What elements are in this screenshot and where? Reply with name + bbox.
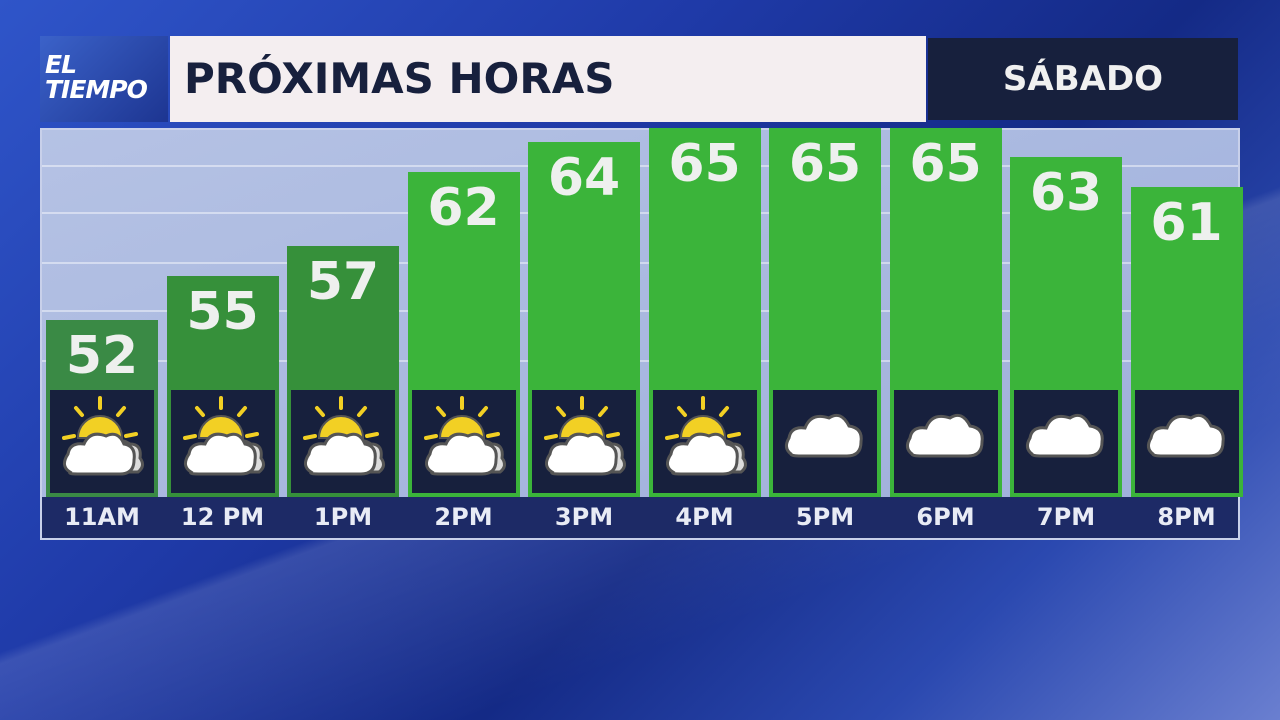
bar-5pm: 65 (769, 127, 881, 497)
temperature-label: 62 (427, 178, 500, 238)
hour-label: 1PM (313, 503, 373, 531)
bar-8pm: 61 (1130, 186, 1243, 497)
weather-icon-box (893, 390, 998, 493)
weather-icon-box (1014, 389, 1118, 493)
temperature-label: 61 (1150, 192, 1223, 253)
partly-cloudy-icon (664, 396, 747, 476)
gridline (42, 165, 1238, 167)
temperature-label: 65 (788, 133, 862, 194)
gridline (42, 360, 1238, 362)
partly-cloudy-icon (303, 396, 386, 476)
hour-label: 11AM (64, 503, 140, 531)
cloudy-icon (1025, 413, 1104, 458)
temperature-label: 65 (668, 133, 741, 194)
weather-icon-box (411, 390, 516, 493)
temperature-label: 63 (1029, 163, 1103, 224)
weather-icon-box (291, 390, 395, 493)
weather-icon-box (652, 390, 757, 493)
weather-icon-box (532, 389, 636, 493)
weather-icon-box (170, 389, 275, 493)
bar-2pm: 62 (407, 172, 520, 497)
temperature-label: 64 (547, 148, 621, 209)
hour-label: 4PM (675, 503, 734, 531)
weather-icon-box (773, 390, 877, 493)
temperature-label: 57 (306, 252, 380, 312)
hour-label: 8PM (1157, 503, 1216, 531)
hourly-chart: 52 55 57 62 64 65 65 65 63 61 11AM 12 PM 1PM 2PM 3PM 4P… (40, 127, 1243, 540)
bar-12pm: 55 (166, 275, 279, 497)
bar-3pm: 64 (528, 142, 640, 497)
gridline (42, 212, 1238, 214)
weather-icon-box (1134, 389, 1239, 493)
hour-label: 7PM (1036, 503, 1096, 531)
bar-4pm: 65 (648, 127, 761, 497)
gridline (42, 262, 1238, 264)
temperature-label: 55 (186, 281, 259, 342)
bar-11am: 52 (46, 320, 158, 497)
hour-labels-row: 11AM 12 PM 1PM 2PM 3PM 4PM 5PM 6PM 7PM 8PM (42, 497, 1238, 538)
gridline (42, 310, 1238, 312)
bar-7pm: 63 (1010, 157, 1122, 497)
partly-cloudy-icon (182, 395, 265, 476)
hour-label: 5PM (795, 503, 855, 531)
bar-1pm: 57 (287, 246, 399, 497)
temperature-label: 65 (909, 133, 982, 194)
cloudy-icon (784, 413, 863, 458)
weather-icon-box (50, 390, 154, 493)
day-label: SÁBADO (928, 38, 1238, 120)
el-tiempo-logo: EL TIEMPO (40, 36, 168, 122)
partly-cloudy-icon (544, 395, 627, 476)
bar-6pm: 65 (889, 127, 1002, 497)
page-title: PRÓXIMAS HORAS (170, 36, 926, 122)
hour-label: 12 PM (180, 503, 265, 531)
hour-label: 2PM (434, 503, 493, 531)
partly-cloudy-icon (423, 396, 506, 476)
temperature-label: 52 (65, 326, 139, 386)
cloudy-icon (905, 413, 984, 458)
hour-label: 6PM (916, 503, 975, 531)
partly-cloudy-icon (62, 396, 145, 476)
hour-label: 3PM (554, 503, 614, 531)
cloudy-icon (1146, 413, 1225, 458)
